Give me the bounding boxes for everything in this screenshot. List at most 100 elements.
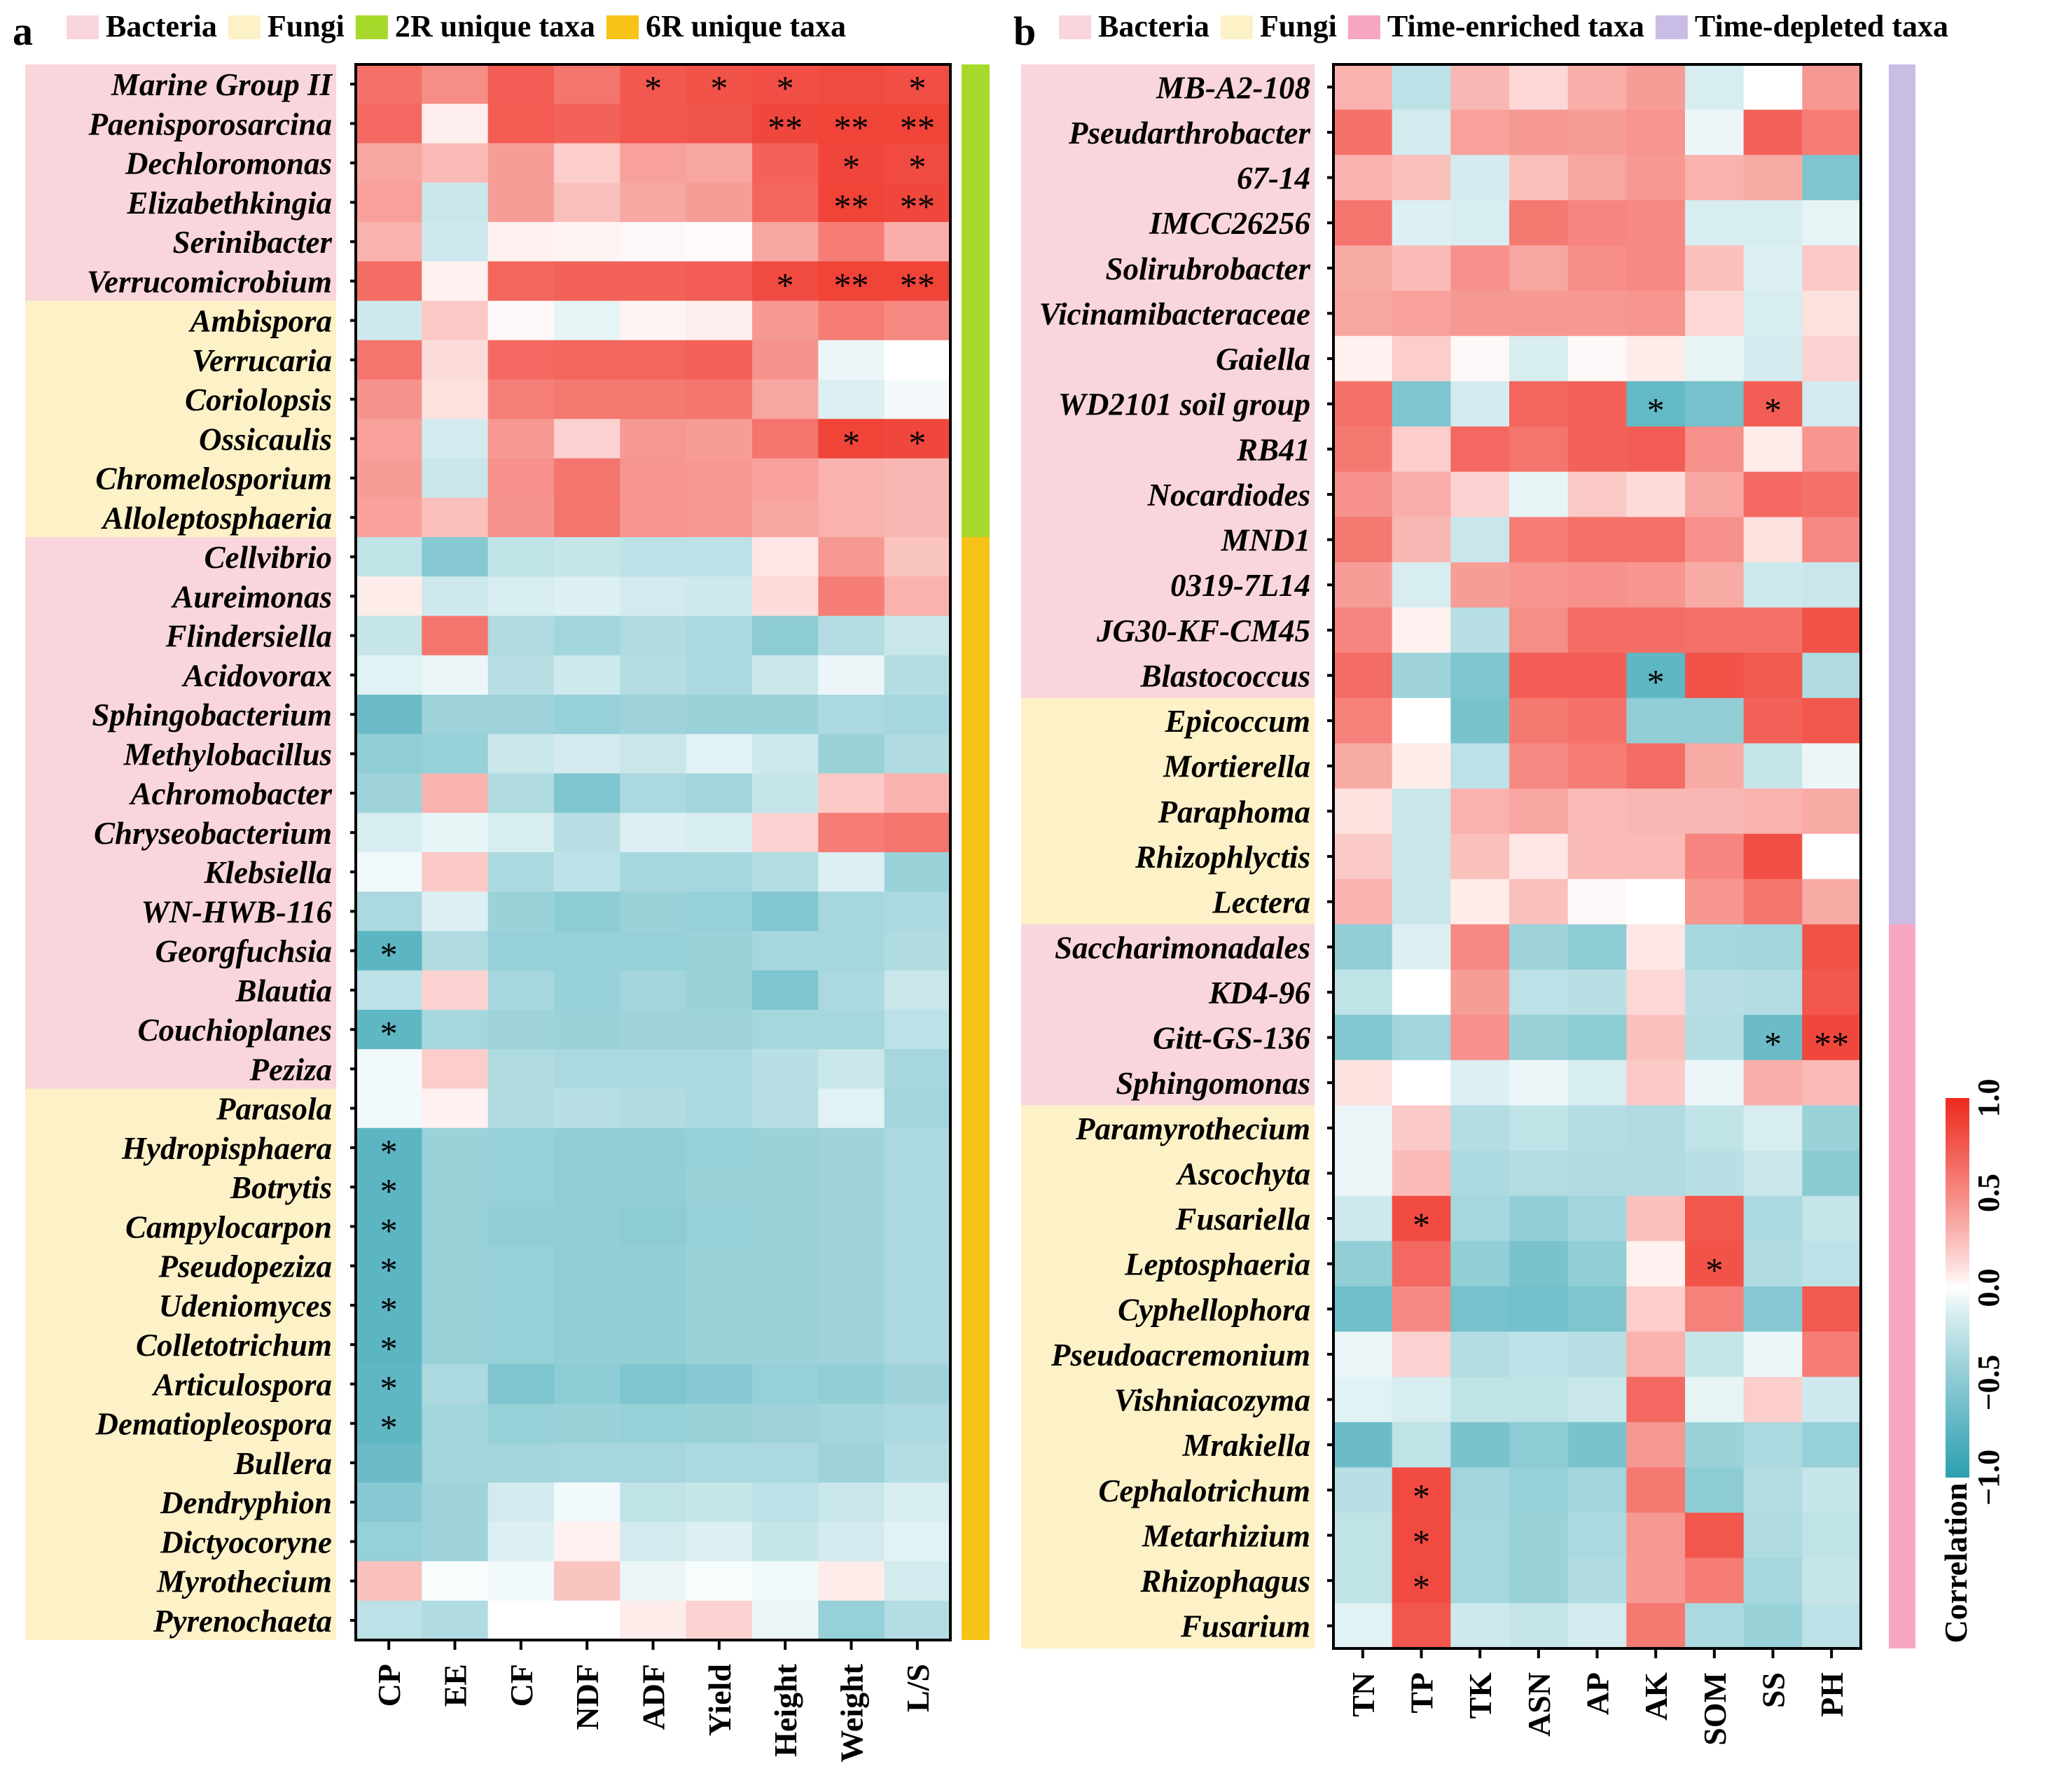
heatmap-cell — [686, 655, 753, 695]
heatmap-cell — [1685, 291, 1745, 337]
heatmap-cell — [1626, 1151, 1686, 1197]
heatmap-cell — [487, 1600, 555, 1641]
heatmap-cell — [487, 300, 555, 341]
heatmap-cell — [356, 1088, 422, 1129]
legend-swatch-time-enriched-taxa — [1347, 15, 1380, 39]
heatmap-cell — [1567, 833, 1627, 880]
heatmap-cell — [884, 773, 951, 814]
heatmap-cell — [1333, 1513, 1393, 1559]
heatmap-cell — [818, 64, 885, 104]
heatmap-cell — [884, 616, 951, 656]
heatmap-cell — [1509, 1513, 1569, 1559]
heatmap-cell — [422, 182, 489, 223]
heatmap-cell — [422, 1088, 489, 1129]
significance-mark: * — [843, 423, 860, 462]
heatmap-cell — [818, 1246, 885, 1286]
heatmap-cell — [1802, 291, 1862, 337]
heatmap-cell — [487, 931, 555, 971]
heatmap-cell — [752, 891, 819, 931]
heatmap-cell — [487, 616, 555, 656]
heatmap-cell — [1626, 833, 1686, 880]
heatmap-panel-a: a Bacteria Fungi 2R unique taxa 6R unique ta… — [13, 8, 990, 1763]
row-label: Ossicaulis — [199, 422, 332, 457]
significance-mark: * — [777, 69, 794, 108]
heatmap-cell — [422, 340, 489, 380]
heatmap-cell — [422, 970, 489, 1010]
heatmap-cell — [487, 812, 555, 853]
heatmap-cell — [686, 497, 753, 538]
heatmap-cell — [1450, 381, 1510, 427]
heatmap-cell — [422, 1522, 489, 1562]
group-bar-6r-unique-taxa — [962, 537, 990, 1640]
heatmap-cell — [487, 576, 555, 616]
heatmap-cell — [1685, 1241, 1745, 1287]
heatmap-cell — [620, 104, 687, 144]
row-label: Parasola — [216, 1092, 332, 1127]
heatmap-cell — [1509, 1015, 1569, 1061]
heatmap-cell — [1567, 697, 1627, 744]
heatmap-cell — [884, 143, 951, 183]
heatmap-cell — [752, 616, 819, 656]
significance-mark: * — [380, 1132, 398, 1171]
row-label: Alloleptosphaeria — [100, 501, 332, 536]
heatmap-cell — [818, 261, 885, 301]
heatmap-cell — [554, 419, 621, 459]
heatmap-cell — [620, 1364, 687, 1404]
heatmap-cell — [356, 1482, 422, 1522]
heatmap-cell — [487, 1207, 555, 1246]
heatmap-cell — [686, 1522, 753, 1562]
colorbar-tick-label: 0.0 — [1971, 1269, 2006, 1307]
heatmap-cell — [487, 64, 555, 104]
heatmap-cell — [1392, 64, 1451, 111]
heatmap-cell — [1509, 969, 1569, 1015]
heatmap-cell — [1685, 426, 1745, 473]
row-label: Botrytis — [230, 1170, 332, 1205]
heatmap-cell — [1626, 1060, 1686, 1106]
heatmap-cell — [1450, 471, 1510, 518]
column-label: Height — [768, 1663, 803, 1757]
heatmap-cell — [554, 1443, 621, 1483]
heatmap-cell — [620, 812, 687, 853]
heatmap-cell — [1392, 426, 1451, 473]
heatmap-cell — [356, 655, 422, 695]
heatmap-cell — [1450, 562, 1510, 609]
colorbar-tick-label: 0.5 — [1971, 1174, 2006, 1212]
heatmap-cell — [1743, 743, 1803, 789]
heatmap-cell — [1685, 64, 1745, 111]
heatmap-cell — [884, 1600, 951, 1641]
heatmap-cell — [1509, 879, 1569, 925]
heatmap-cell — [818, 380, 885, 419]
heatmap-cell — [686, 1403, 753, 1444]
column-label: PH — [1814, 1672, 1850, 1717]
significance-mark: * — [380, 1211, 398, 1250]
heatmap-cell — [1450, 1060, 1510, 1106]
heatmap-cell — [1802, 1241, 1862, 1287]
heatmap-cell — [1685, 155, 1745, 201]
heatmap-cell — [1802, 1105, 1862, 1151]
heatmap-cell — [554, 1127, 621, 1168]
heatmap-cell — [487, 104, 555, 144]
row-label: JG30-KF-CM45 — [1096, 613, 1310, 648]
heatmap-cell — [554, 1285, 621, 1326]
heatmap-cell — [1392, 789, 1451, 835]
heatmap-cell — [1626, 924, 1686, 971]
heatmap-cell — [554, 300, 621, 341]
heatmap-cell — [356, 1127, 422, 1168]
heatmap-cell — [554, 1325, 621, 1365]
heatmap-cell — [1567, 335, 1627, 382]
row-label: 67-14 — [1237, 161, 1310, 196]
heatmap-cell — [487, 1010, 555, 1050]
heatmap-cell — [356, 182, 422, 223]
heatmap-cell — [1450, 1105, 1510, 1151]
heatmap-cell — [1333, 1286, 1393, 1333]
heatmap-cell — [884, 182, 951, 223]
heatmap-cell — [686, 734, 753, 774]
heatmap-cell — [1392, 245, 1451, 291]
row-label: Paramyrothecium — [1075, 1111, 1310, 1146]
heatmap-cell — [1567, 1467, 1627, 1513]
heatmap-cell — [1685, 335, 1745, 382]
heatmap-cell — [1626, 697, 1686, 744]
heatmap-cell — [686, 695, 753, 735]
heatmap-cell — [422, 1167, 489, 1207]
heatmap-cell — [487, 1561, 555, 1602]
